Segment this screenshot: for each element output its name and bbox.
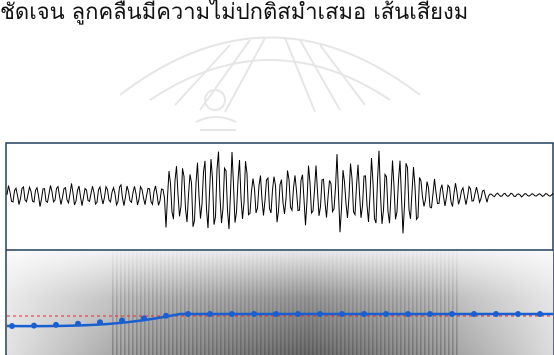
pitch-point (339, 311, 345, 317)
watermark (120, 38, 420, 131)
pitch-point (317, 311, 323, 317)
pitch-point (449, 311, 455, 317)
pitch-point (273, 311, 279, 317)
pitch-point (361, 311, 367, 317)
pitch-point (163, 313, 169, 319)
pitch-point (251, 311, 257, 317)
figure (0, 0, 554, 355)
pitch-point (141, 315, 147, 321)
pitch-point (207, 311, 213, 317)
pitch-point (405, 311, 411, 317)
pitch-point (185, 311, 191, 317)
pitch-point (493, 311, 499, 317)
pitch-point (229, 311, 235, 317)
pitch-point (515, 311, 521, 317)
pitch-point (295, 311, 301, 317)
pitch-point (537, 311, 543, 317)
pitch-point (9, 323, 15, 329)
pitch-point (471, 311, 477, 317)
pitch-point (97, 319, 103, 325)
pitch-point (75, 321, 81, 327)
pitch-point (383, 311, 389, 317)
pitch-point (53, 322, 59, 328)
pitch-point (31, 323, 37, 329)
page: {"text": {"line": "ชัดเจน ลูกคลื่นมีความ… (0, 0, 554, 355)
spectrogram-fade (7, 251, 553, 355)
pitch-point (427, 311, 433, 317)
pitch-point (119, 317, 125, 323)
